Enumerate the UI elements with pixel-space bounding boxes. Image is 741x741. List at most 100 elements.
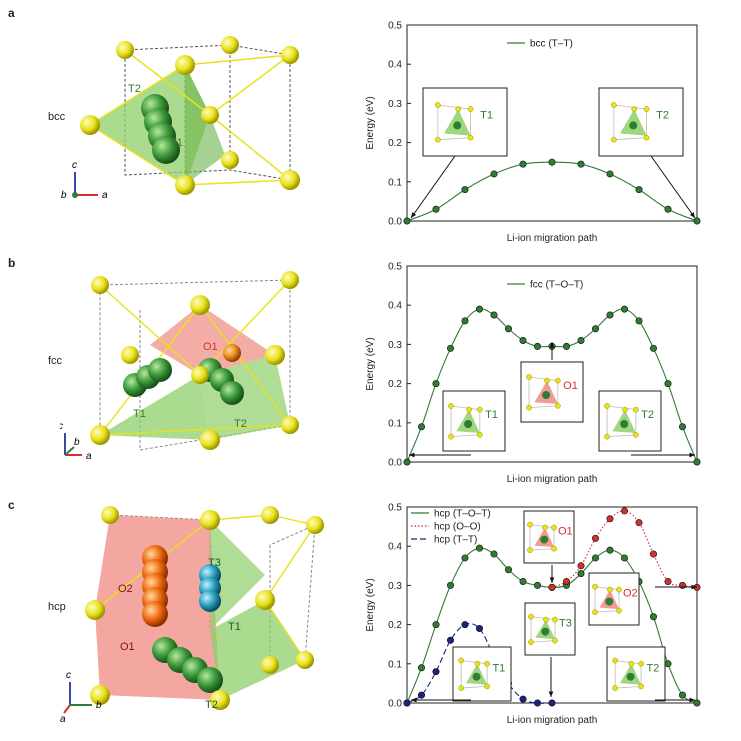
inset-label-0: T1 bbox=[480, 110, 493, 122]
inset-label-2: T3 bbox=[559, 617, 572, 629]
y-axis-label: Energy (eV) bbox=[365, 578, 376, 631]
inset-label-1: T2 bbox=[656, 110, 669, 122]
series-0-point bbox=[577, 570, 585, 578]
panel-label-c: c bbox=[8, 498, 15, 512]
series-0-point bbox=[534, 581, 542, 589]
arrow-head-0 bbox=[411, 212, 417, 218]
site-label-t2: T2 bbox=[128, 83, 141, 95]
site-label-t1: T1 bbox=[170, 137, 183, 149]
y-tick-label: 0.3 bbox=[388, 340, 402, 351]
arrow-head-1 bbox=[548, 691, 554, 697]
site-label-t1: T1 bbox=[133, 408, 146, 420]
inset-label-0: T1 bbox=[485, 409, 498, 421]
arrow-0 bbox=[410, 155, 456, 219]
structure-label-bcc: bcc bbox=[48, 111, 66, 123]
x-axis-label: Li-ion migration path bbox=[507, 474, 598, 485]
series-0-point bbox=[592, 554, 600, 562]
y-tick-label: 0.1 bbox=[388, 659, 402, 670]
series-0-point bbox=[447, 581, 455, 589]
series-0-point bbox=[519, 577, 527, 585]
series-0-point bbox=[461, 317, 469, 325]
series-0-point bbox=[534, 342, 542, 350]
series-2-point bbox=[548, 699, 556, 707]
axis-triad-hcp: c a b bbox=[60, 670, 102, 725]
energy-chart-fcc: 0.0 0.1 0.2 0.3 0.4 0.5 Energy (eV) Li-ion migr… bbox=[365, 262, 701, 485]
arrow-head-0 bbox=[549, 577, 555, 583]
x-axis-label: Li-ion migration path bbox=[507, 715, 598, 726]
site-inset-0: T1 bbox=[442, 390, 506, 452]
inset-label-1: O2 bbox=[623, 587, 638, 599]
series-0-point bbox=[693, 458, 701, 466]
y-tick-label: 0.2 bbox=[388, 620, 402, 631]
inset-label-4: T2 bbox=[646, 662, 659, 674]
panel-label-a: a bbox=[8, 6, 15, 20]
y-tick-label: 0.1 bbox=[388, 418, 402, 429]
series-0-point bbox=[432, 621, 440, 629]
energy-chart-hcp: 0.0 0.1 0.2 0.3 0.4 0.5 Energy (eV) Li-ion migr… bbox=[365, 503, 701, 726]
legend-entry-1: hcp (O–O) bbox=[434, 522, 481, 533]
svg-text:b: b bbox=[61, 190, 67, 201]
series-0-point bbox=[664, 660, 672, 668]
series-0-point bbox=[635, 317, 643, 325]
y-tick-label: 0.5 bbox=[388, 21, 402, 32]
svg-text:c: c bbox=[66, 670, 71, 681]
series-1-point bbox=[649, 550, 657, 558]
structure-label-fcc: fcc bbox=[48, 355, 63, 367]
y-tick-label: 0.0 bbox=[388, 458, 402, 469]
series-0-point bbox=[505, 325, 513, 333]
series-0-point bbox=[505, 566, 513, 574]
series-0-point bbox=[461, 554, 469, 562]
series-2-point bbox=[432, 668, 440, 676]
series-0-point bbox=[577, 160, 585, 168]
site-inset-0: T1 bbox=[422, 87, 508, 157]
site-inset-4: T2 bbox=[606, 646, 666, 702]
arrow-head-1 bbox=[549, 342, 555, 348]
series-0-point bbox=[664, 205, 672, 213]
panel-label-b: b bbox=[8, 256, 16, 270]
series-0-point bbox=[476, 544, 484, 552]
series-0-point bbox=[490, 311, 498, 319]
site-label-t2: T2 bbox=[205, 699, 218, 711]
series-1-point bbox=[678, 581, 686, 589]
legend-entry-2: hcp (T–T) bbox=[434, 535, 477, 546]
series-line-0 bbox=[406, 161, 698, 222]
series-2-point bbox=[476, 625, 484, 633]
series-0-point bbox=[548, 158, 556, 166]
inset-label-1: O1 bbox=[563, 380, 578, 392]
svg-text:b: b bbox=[96, 700, 102, 711]
series-0-point bbox=[417, 664, 425, 672]
series-0-point bbox=[490, 550, 498, 558]
x-axis-label: Li-ion migration path bbox=[507, 233, 598, 244]
series-1-point bbox=[563, 577, 571, 585]
y-tick-label: 0.1 bbox=[388, 177, 402, 188]
site-label-t3: T3 bbox=[208, 557, 221, 569]
arrow-head-3 bbox=[689, 697, 695, 703]
series-2-point bbox=[403, 699, 411, 707]
svg-text:c: c bbox=[72, 160, 77, 171]
y-tick-label: 0.3 bbox=[388, 581, 402, 592]
series-0-point bbox=[649, 613, 657, 621]
series-0-point bbox=[693, 699, 701, 707]
svg-text:b: b bbox=[74, 437, 80, 448]
site-inset-0: O1 bbox=[523, 510, 575, 564]
arrow-head-2 bbox=[411, 697, 417, 703]
series-0-point bbox=[563, 342, 571, 350]
plot-frame bbox=[406, 24, 698, 222]
y-tick-label: 0.2 bbox=[388, 379, 402, 390]
series-1-point bbox=[606, 515, 614, 523]
y-tick-label: 0.3 bbox=[388, 99, 402, 110]
series-0-point bbox=[693, 217, 701, 225]
site-label-o1: O1 bbox=[203, 341, 218, 353]
y-tick-label: 0.4 bbox=[388, 301, 402, 312]
series-1-point bbox=[620, 507, 628, 515]
series-0-point bbox=[519, 160, 527, 168]
series-0-point bbox=[649, 344, 657, 352]
series-1-point bbox=[664, 577, 672, 585]
series-1-point bbox=[635, 519, 643, 527]
series-0-point bbox=[432, 380, 440, 388]
series-0-point bbox=[519, 336, 527, 344]
series-2-point bbox=[417, 691, 425, 699]
crystal-structure-hcp: O2 T3 O1 T1 T2 c a b bbox=[60, 506, 324, 725]
plot-frame bbox=[406, 265, 698, 463]
y-axis-label: Energy (eV) bbox=[365, 337, 376, 390]
